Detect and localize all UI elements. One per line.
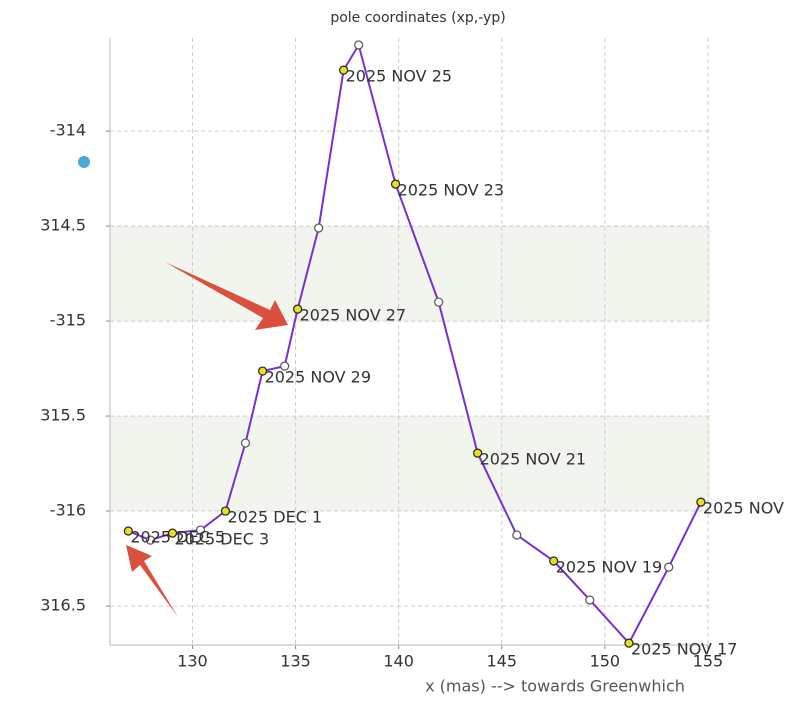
x-tick-label: 155 bbox=[693, 652, 724, 671]
data-point bbox=[549, 556, 559, 566]
data-point bbox=[195, 525, 206, 535]
point-label: 2025 NOV 21 bbox=[480, 450, 586, 469]
plot-area: -314 314.5 -315 315.5 -316 316.5 130 135 140 145 1… bbox=[40, 38, 723, 671]
y-tick-label: -315 bbox=[50, 311, 86, 330]
x-tick-label: 135 bbox=[280, 652, 311, 671]
data-point bbox=[624, 638, 634, 648]
data-point bbox=[664, 562, 674, 572]
grid-band bbox=[110, 416, 710, 512]
data-point bbox=[354, 40, 364, 50]
y-tick-label: 314.5 bbox=[40, 216, 86, 235]
grid-band bbox=[110, 226, 710, 322]
x-tick-label: 140 bbox=[383, 652, 414, 671]
arrow bbox=[126, 545, 178, 617]
y-tick-label: -316 bbox=[50, 501, 86, 520]
point-label: 2025 NOV 23 bbox=[398, 181, 504, 200]
y-tick-label: 315.5 bbox=[40, 406, 86, 425]
data-point bbox=[696, 497, 706, 507]
chart-title: pole coordinates (xp,-yp) bbox=[330, 10, 505, 26]
point-label: 2025 NOV bbox=[703, 499, 784, 518]
data-point bbox=[280, 361, 290, 371]
data-point bbox=[512, 530, 522, 540]
point-label: 2025 NOV 17 bbox=[631, 640, 737, 659]
point-label: 2025 DEC 1 bbox=[227, 508, 322, 527]
point-label: 2025 DEC 3 bbox=[174, 530, 269, 549]
data-point bbox=[314, 223, 324, 233]
x-tick-label: 150 bbox=[590, 652, 621, 671]
data-point bbox=[293, 304, 303, 314]
data-point bbox=[123, 526, 133, 536]
point-label: 2025 NOV 27 bbox=[300, 306, 406, 325]
x-tick-label: 145 bbox=[486, 652, 517, 671]
data-point bbox=[145, 535, 156, 545]
arrow bbox=[165, 262, 288, 330]
point-label: 2025 DEC 5 bbox=[130, 528, 225, 547]
data-point bbox=[220, 506, 231, 516]
data-point bbox=[167, 528, 178, 538]
data-point bbox=[240, 438, 251, 448]
data-point bbox=[339, 65, 349, 75]
info-icon bbox=[78, 156, 90, 168]
data-point bbox=[473, 448, 483, 458]
data-point bbox=[434, 297, 444, 307]
series-line bbox=[127, 42, 702, 645]
data-point bbox=[257, 366, 268, 376]
point-label: 2025 NOV 19 bbox=[556, 558, 662, 577]
data-point bbox=[585, 595, 595, 605]
x-tick-label: 130 bbox=[177, 652, 208, 671]
point-label: 2025 NOV 25 bbox=[346, 67, 452, 86]
y-tick-label: 316.5 bbox=[40, 596, 86, 615]
data-point bbox=[390, 179, 401, 189]
point-label: 2025 NOV 29 bbox=[265, 368, 371, 387]
x-axis-label: x (mas) --> towards Greenwhich bbox=[425, 677, 685, 696]
y-tick-label: -314 bbox=[50, 121, 86, 140]
